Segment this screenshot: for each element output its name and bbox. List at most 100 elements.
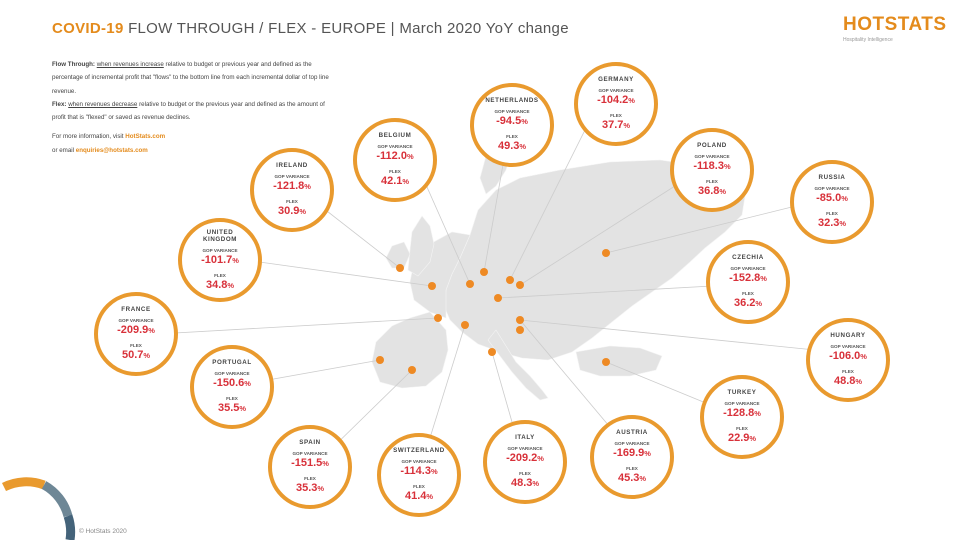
flex-label: Flex:: [52, 100, 67, 108]
bubble-czechia: CZECHIA GOP VARIANCE -152.8% FLEX 36.2%: [706, 240, 790, 324]
pin-italy: [488, 348, 496, 356]
country-name: POLAND: [697, 142, 727, 150]
flex-label: FLEX: [519, 470, 531, 476]
bubble-ireland: IRELAND GOP VARIANCE -121.8% FLEX 30.9%: [250, 148, 334, 232]
flex-text: relative to budget or the previous year …: [52, 100, 325, 122]
location-pins: [376, 249, 610, 374]
gop-value: -114.3%: [400, 464, 438, 477]
gop-label: GOP VARIANCE: [598, 87, 634, 93]
gop-label: GOP VARIANCE: [401, 458, 437, 464]
bubble-russia: RUSSIA GOP VARIANCE -85.0% FLEX 32.3%: [790, 160, 874, 244]
flex-value: 50.7%: [121, 348, 151, 361]
flow-text: relative to budget or previous year and …: [52, 61, 329, 95]
flex-value: 32.3%: [817, 216, 847, 229]
pin-poland: [516, 281, 524, 289]
flex-label: FLEX: [742, 290, 754, 296]
country-name: UNITED KINGDOM: [202, 228, 238, 244]
flex-value: 42.1%: [380, 174, 410, 187]
bubble-spain: SPAIN GOP VARIANCE -151.5% FLEX 35.3%: [268, 425, 352, 509]
gop-value: -104.2%: [597, 93, 635, 106]
gop-label: GOP VARIANCE: [830, 343, 866, 349]
pin-russia: [602, 249, 610, 257]
gop-label: GOP VARIANCE: [694, 153, 730, 159]
flex-value: 36.2%: [733, 296, 763, 309]
flow-link: when revenues increase: [96, 61, 164, 68]
website-link[interactable]: HotStats.com: [125, 133, 166, 141]
pin-czechia: [494, 294, 502, 302]
europe-map: [371, 145, 746, 401]
copyright-footer: © HotStats 2020: [79, 528, 127, 535]
flex-value: 41.4%: [404, 489, 434, 502]
flex-value: 22.9%: [727, 431, 757, 444]
email-text: or email: [52, 146, 75, 154]
gop-value: -150.6%: [213, 376, 251, 389]
country-name: PORTUGAL: [212, 359, 252, 367]
country-name: FRANCE: [121, 306, 151, 314]
gop-label: GOP VARIANCE: [724, 400, 760, 406]
flex-value: 45.3%: [617, 471, 647, 484]
bubble-poland: POLAND GOP VARIANCE -118.3% FLEX 36.8%: [670, 128, 754, 212]
pin-switzerland: [461, 321, 469, 329]
flex-value: 49.3%: [497, 139, 527, 152]
iberia-region: [371, 311, 449, 389]
bubble-hungary: HUNGARY GOP VARIANCE -106.0% FLEX 48.8%: [806, 318, 890, 402]
gop-value: -209.2%: [506, 451, 544, 464]
pin-uk: [428, 282, 436, 290]
gop-label: GOP VARIANCE: [814, 185, 850, 191]
corner-ring-icon: [1, 477, 76, 540]
pin-netherlands: [480, 268, 488, 276]
flex-definition: Flex: when revenues decrease relative to…: [52, 98, 337, 125]
bubble-turkey: TURKEY GOP VARIANCE -128.8% FLEX 22.9%: [700, 375, 784, 459]
flex-value: 30.9%: [277, 204, 307, 217]
gop-value: -112.0%: [376, 149, 414, 162]
bubble-switzerland: SWITZERLAND GOP VARIANCE -114.3% FLEX 41…: [377, 433, 461, 517]
country-name: ITALY: [515, 434, 535, 442]
bubble-netherlands: NETHERLANDS GOP VARIANCE -94.5% FLEX 49.…: [470, 83, 554, 167]
flex-label: FLEX: [413, 483, 425, 489]
flex-label: FLEX: [286, 198, 298, 204]
bubble-austria: AUSTRIA GOP VARIANCE -169.9% FLEX 45.3%: [590, 415, 674, 499]
pin-hungary: [516, 316, 524, 324]
bubble-united-kingdom: UNITED KINGDOM GOP VARIANCE -101.7% FLEX…: [178, 218, 262, 302]
gop-label: GOP VARIANCE: [118, 317, 154, 323]
pin-ireland: [396, 264, 404, 272]
italy-region: [487, 329, 549, 401]
flex-value: 36.8%: [697, 184, 727, 197]
ireland-region: [385, 241, 411, 269]
flex-label: FLEX: [610, 112, 622, 118]
flex-label: FLEX: [214, 272, 226, 278]
gop-value: -128.8%: [723, 406, 761, 419]
country-name: RUSSIA: [818, 174, 846, 182]
gop-value: -121.8%: [273, 179, 311, 192]
email-info: or email enquiries@hotstats.com: [52, 144, 337, 157]
flex-value: 37.7%: [601, 118, 631, 131]
bubble-germany: GERMANY GOP VARIANCE -104.2% FLEX 37.7%: [574, 62, 658, 146]
country-name: NETHERLANDS: [485, 97, 539, 105]
hotstats-logo: HOTSTATS Hospitality Intelligence: [843, 14, 946, 43]
flex-label: FLEX: [130, 342, 142, 348]
intro-text: Flow Through: when revenues increase rel…: [52, 58, 337, 157]
gop-label: GOP VARIANCE: [292, 450, 328, 456]
flex-label: FLEX: [389, 168, 401, 174]
gop-label: GOP VARIANCE: [214, 370, 250, 376]
gop-value: -85.0%: [816, 191, 848, 204]
bubble-italy: ITALY GOP VARIANCE -209.2% FLEX 48.3%: [483, 420, 567, 504]
gop-value: -151.5%: [291, 456, 329, 469]
turkey-region: [575, 345, 663, 377]
europe-mainland: [443, 159, 746, 361]
country-name: GERMANY: [598, 76, 634, 84]
more-info: For more information, visit HotStats.com: [52, 130, 337, 143]
email-link[interactable]: enquiries@hotstats.com: [75, 146, 148, 154]
pin-belgium: [466, 280, 474, 288]
logo-tagline: Hospitality Intelligence: [843, 37, 893, 43]
flex-value: 48.8%: [833, 374, 863, 387]
gop-value: -152.8%: [729, 271, 767, 284]
flow-through-definition: Flow Through: when revenues increase rel…: [52, 58, 337, 98]
flex-link: when revenues decrease: [68, 100, 138, 108]
country-name: HUNGARY: [830, 332, 866, 340]
country-name: IRELAND: [276, 162, 308, 170]
bubble-france: FRANCE GOP VARIANCE -209.9% FLEX 50.7%: [94, 292, 178, 376]
gop-value: -169.9%: [613, 446, 651, 459]
gop-label: GOP VARIANCE: [507, 445, 543, 451]
